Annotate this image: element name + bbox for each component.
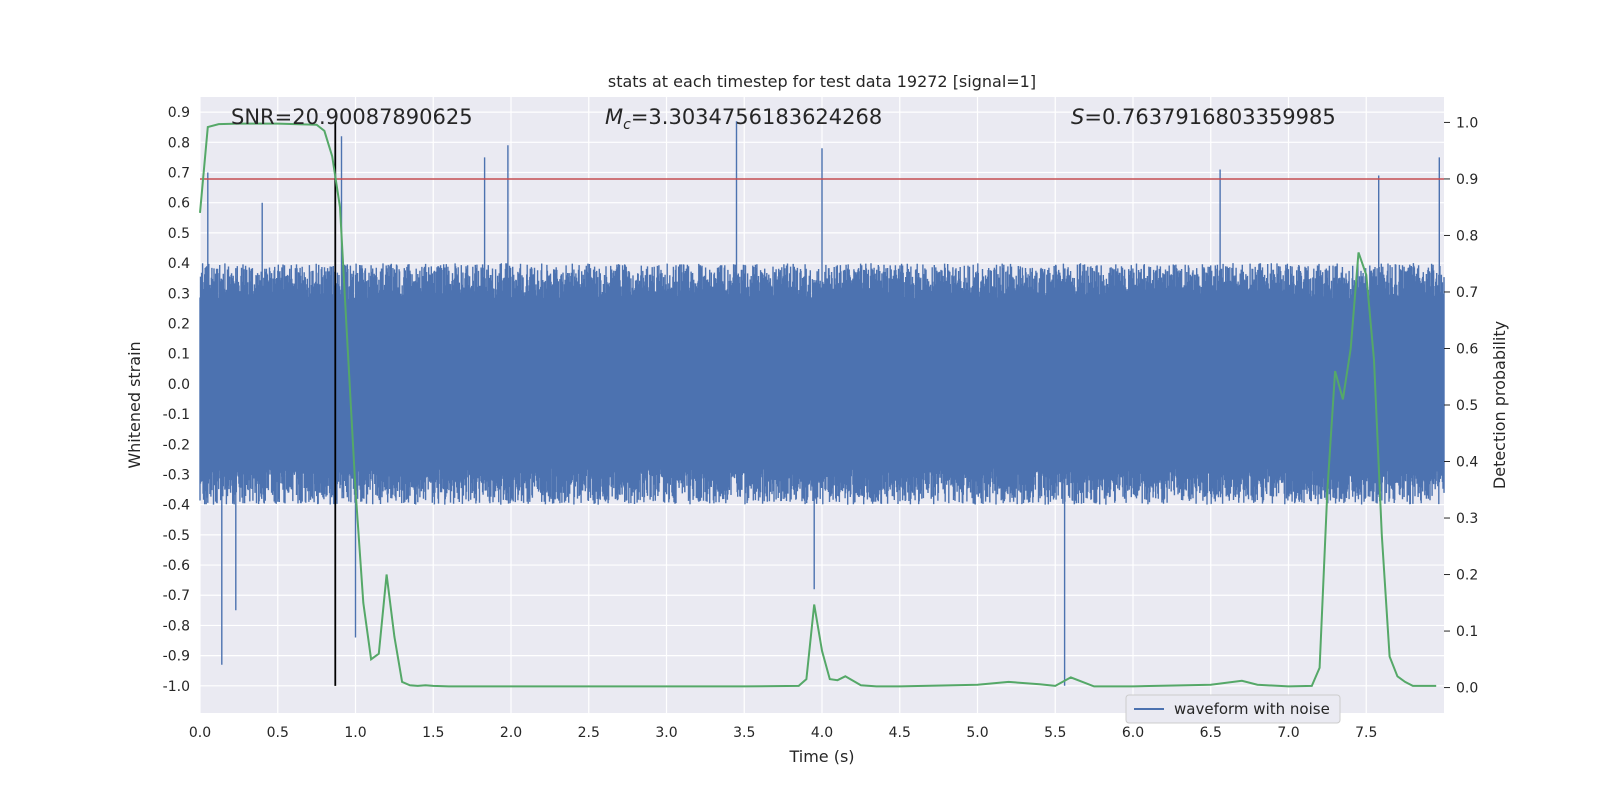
y2-tick-label: 0.1	[1456, 624, 1478, 640]
x-tick-label: 7.5	[1355, 725, 1377, 741]
y-tick-label: 0.4	[168, 256, 190, 272]
waveform-with-noise-series	[199, 121, 1445, 686]
y-tick-label: 0.2	[168, 316, 190, 332]
y-tick-label: 0.1	[168, 347, 190, 363]
y-tick-label: -0.4	[163, 498, 190, 514]
legend-box	[1125, 694, 1341, 724]
y-tick-label: -0.8	[163, 618, 190, 634]
y2-tick-label: 0.8	[1456, 228, 1478, 244]
waveform-with-noise-line	[199, 121, 1445, 686]
y2-tick-label: 0.9	[1456, 172, 1478, 188]
y-tick-label: -0.1	[163, 407, 190, 423]
legend: waveform with noise	[1125, 694, 1341, 724]
axes-labels: 0.0 0.5 1.0 1.5 2.0 2.5 3.0 3.5 4.0 4.5 5.0 5.5 6.0 6…	[163, 105, 1479, 741]
x-tick-label: 7.0	[1277, 725, 1299, 741]
y-tick-label: -0.6	[163, 558, 190, 574]
s-annotation: S=0.7637916803359985	[1071, 105, 1336, 129]
snr-annotation: SNR=20.90087890625	[231, 105, 473, 129]
x-tick-label: 3.5	[733, 725, 755, 741]
x-tick-label: 5.5	[1044, 725, 1066, 741]
chirp-mass-symbol: M	[605, 105, 623, 129]
chart-title: stats at each timestep for test data 192…	[608, 72, 1036, 91]
x-tick-label: 1.5	[422, 725, 444, 741]
y-tick-label: 0.3	[168, 286, 190, 302]
y-tick-label: 0.7	[168, 165, 190, 181]
overlay-lines	[200, 121, 1444, 686]
detection-probability-series	[199, 122, 1437, 688]
x-tick-label: 1.0	[344, 725, 366, 741]
x-tick-label: 3.0	[655, 725, 677, 741]
x-tick-label: 6.5	[1200, 725, 1222, 741]
y-tick-label: -1.0	[163, 679, 190, 695]
chirp-mass-value: =3.3034756183624268	[631, 105, 882, 129]
x-tick-label: 4.0	[811, 725, 833, 741]
x-tick-label: 2.5	[578, 725, 600, 741]
x-axis-label: Time (s)	[788, 747, 854, 766]
x-tick-label: 2.0	[500, 725, 522, 741]
legend-label: waveform with noise	[1174, 700, 1330, 718]
x-tick-label: 4.5	[889, 725, 911, 741]
y2-tick-label: 0.5	[1456, 398, 1478, 414]
y2-axis-label: Detection probability	[1490, 321, 1509, 489]
y2-tick-label: 0.7	[1456, 285, 1478, 301]
x-tick-label: 0.5	[267, 725, 289, 741]
y-tick-label: -0.9	[163, 649, 190, 665]
x-tick-label: 0.0	[189, 725, 211, 741]
chirp-mass-annotation: Mc=3.3034756183624268	[605, 105, 882, 133]
y-tick-label: -0.2	[163, 437, 190, 453]
detection-probability-line	[199, 122, 1437, 688]
chirp-mass-subscript: c	[623, 117, 631, 133]
y2-tick-label: 0.4	[1456, 455, 1478, 471]
y-tick-label: -0.3	[163, 467, 190, 483]
y2-tick-label: 0.2	[1456, 568, 1478, 584]
s-symbol: S	[1071, 105, 1084, 129]
y2-tick-label: 1.0	[1456, 115, 1478, 131]
y-tick-label: -0.7	[163, 588, 190, 604]
y-tick-label: 0.9	[168, 105, 190, 121]
x-tick-label: 5.0	[966, 725, 988, 741]
y2-tick-label: 0.0	[1456, 681, 1478, 697]
s-value: =0.7637916803359985	[1084, 105, 1335, 129]
y2-tick-label: 0.6	[1456, 341, 1478, 357]
y2-tick-label: 0.3	[1456, 511, 1478, 527]
x-tick-label: 6.0	[1122, 725, 1144, 741]
y-tick-label: 0.6	[168, 196, 190, 212]
y-tick-label: -0.5	[163, 528, 190, 544]
y-tick-label: 0.0	[168, 377, 190, 393]
y-tick-label: 0.5	[168, 226, 190, 242]
y-axis-label: Whitened strain	[125, 341, 144, 468]
y-tick-label: 0.8	[168, 135, 190, 151]
